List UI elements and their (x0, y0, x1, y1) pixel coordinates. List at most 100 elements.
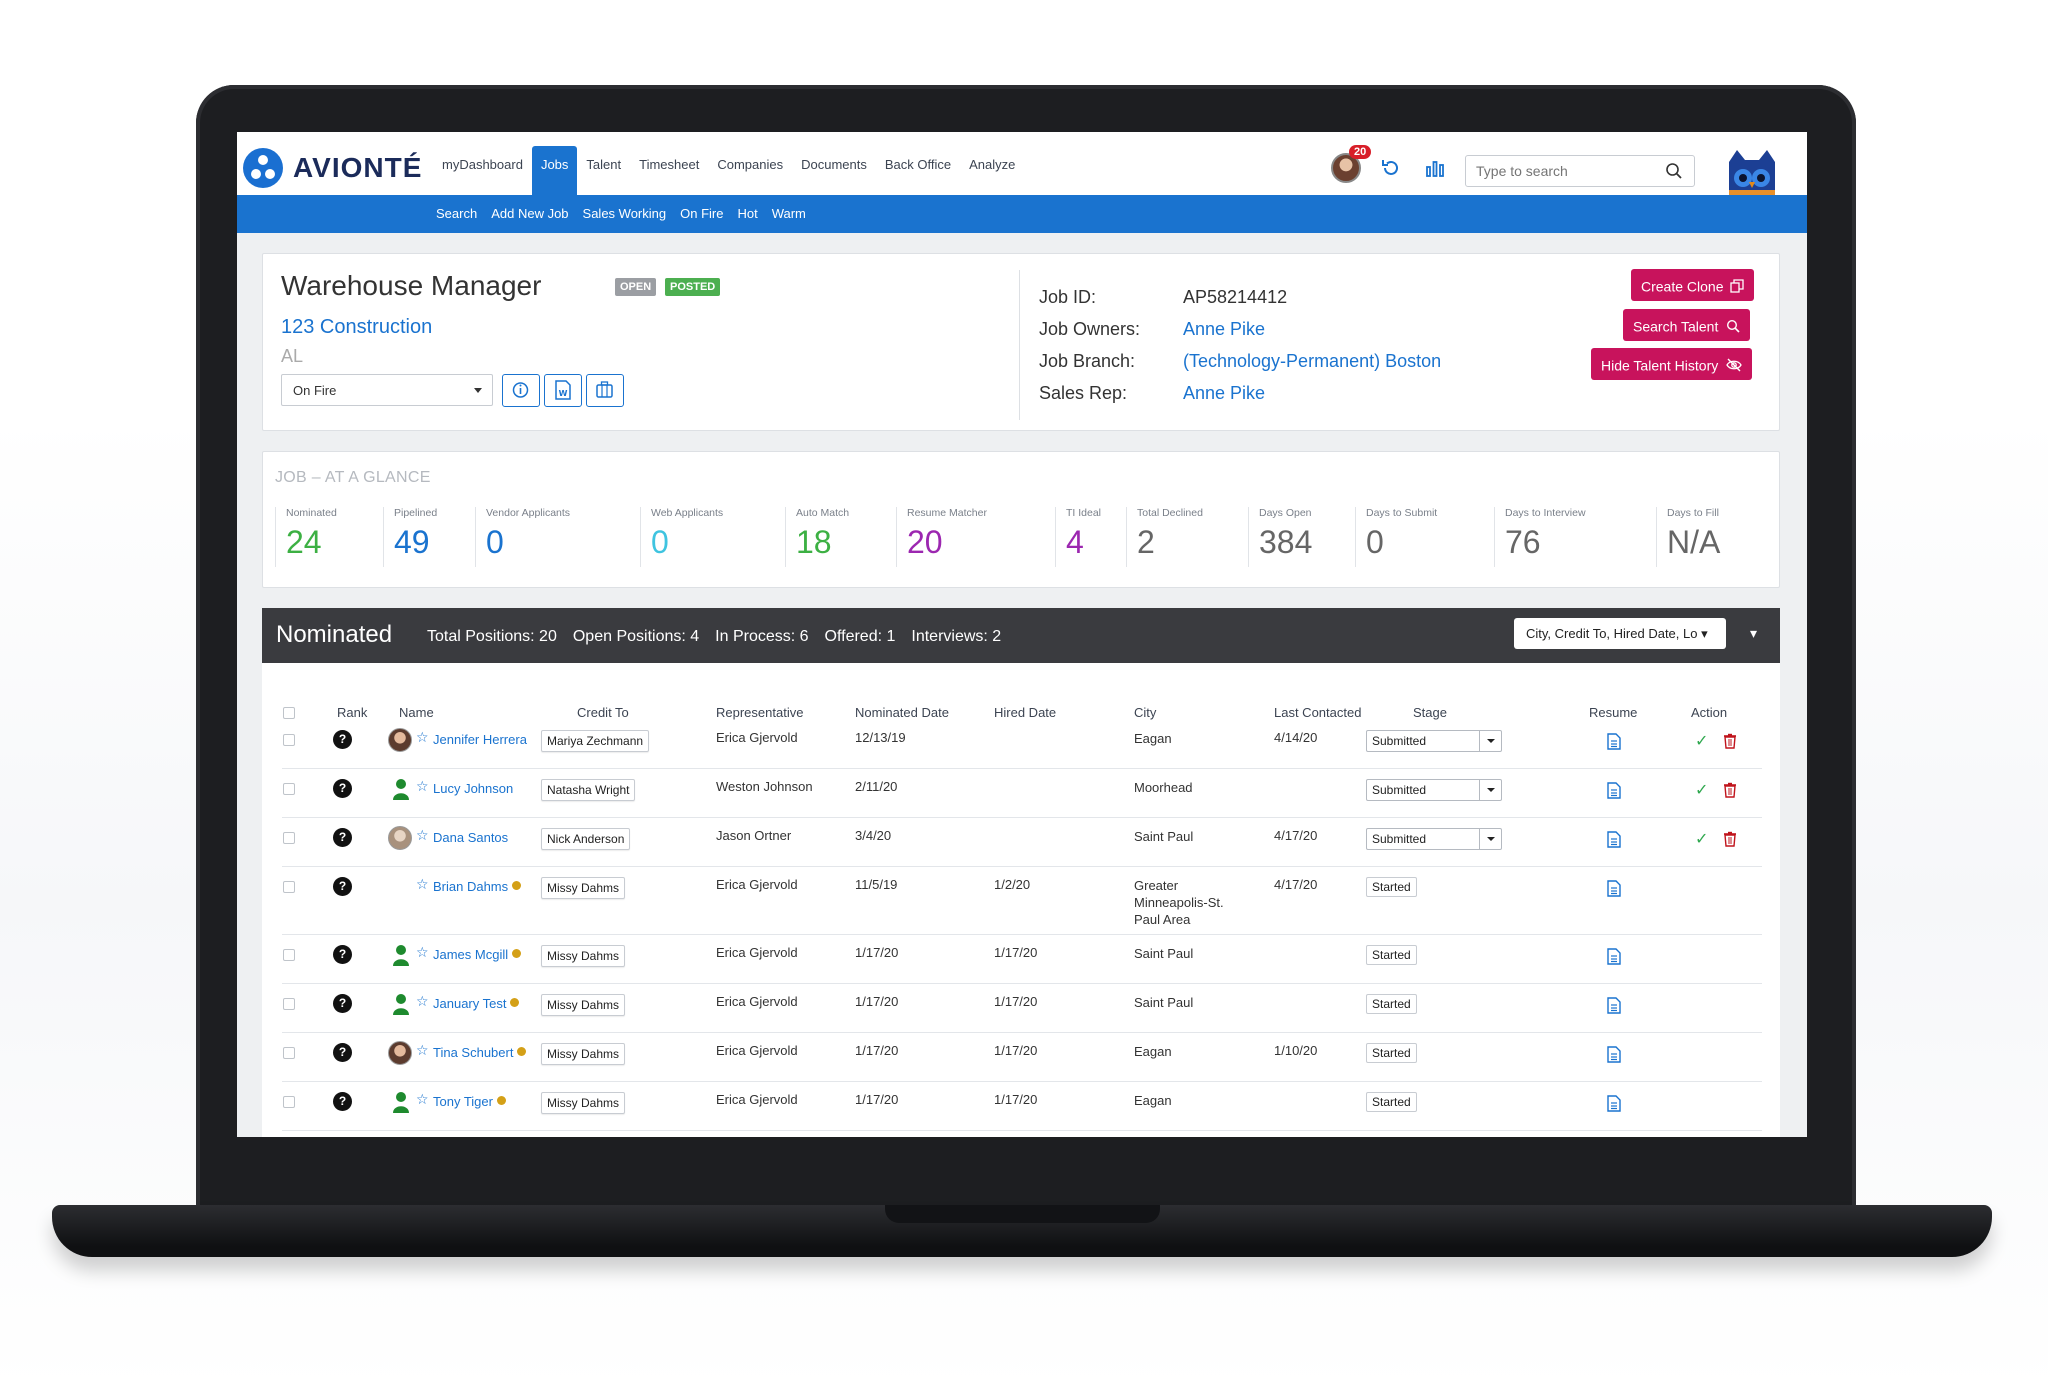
column-header-city[interactable]: City (1134, 705, 1157, 720)
stat-auto-match: Auto Match 18 (785, 507, 849, 567)
row-checkbox[interactable] (283, 734, 295, 746)
resume-document-icon[interactable] (1607, 831, 1621, 848)
candidate-name-link[interactable]: Dana Santos (433, 830, 508, 845)
candidate-name-link[interactable]: Tony Tiger (433, 1094, 506, 1109)
rank-unknown-icon[interactable]: ? (333, 994, 352, 1013)
candidate-name-link[interactable]: Lucy Johnson (433, 781, 513, 796)
rank-unknown-icon[interactable]: ? (333, 730, 352, 749)
nav-item-back-office[interactable]: Back Office (884, 157, 952, 172)
job-owners-link[interactable]: Anne Pike (1183, 319, 1266, 339)
stat-value: 24 (286, 524, 322, 560)
candidate-name-link[interactable]: Brian Dahms (433, 879, 522, 894)
rank-unknown-icon[interactable]: ? (333, 1043, 352, 1062)
resume-document-icon[interactable] (1607, 880, 1621, 897)
nav-item-documents[interactable]: Documents (801, 157, 867, 172)
resume-document-icon[interactable] (1607, 782, 1621, 799)
favorite-star-icon[interactable]: ☆ (416, 1091, 429, 1107)
nav-item-mydashboard[interactable]: myDashboard (442, 157, 523, 172)
rank-unknown-icon[interactable]: ? (333, 828, 352, 847)
favorite-star-icon[interactable]: ☆ (416, 729, 429, 745)
search-icon[interactable] (1665, 162, 1683, 180)
row-checkbox[interactable] (283, 1047, 295, 1059)
owl-mascot-icon[interactable] (1723, 148, 1781, 195)
job-status-select[interactable]: On Fire (281, 374, 493, 406)
resume-document-icon[interactable] (1607, 948, 1621, 965)
subnav-item-warm[interactable]: Warm (771, 206, 806, 221)
subnav-item-on-fire[interactable]: On Fire (680, 206, 724, 221)
logo[interactable]: AVIONTÉ (243, 148, 422, 188)
nav-item-jobs[interactable]: Jobs (531, 146, 578, 195)
approve-check-icon[interactable]: ✓ (1695, 782, 1709, 799)
subnav-item-sales-working[interactable]: Sales Working (582, 206, 667, 221)
column-header-rank[interactable]: Rank (337, 705, 368, 720)
row-checkbox[interactable] (283, 783, 295, 795)
refresh-icon[interactable] (1379, 156, 1403, 180)
approve-check-icon[interactable]: ✓ (1695, 831, 1709, 848)
subnav-item-add-new-job[interactable]: Add New Job (491, 206, 569, 221)
favorite-star-icon[interactable]: ☆ (416, 827, 429, 843)
trash-icon[interactable] (1723, 782, 1737, 798)
approve-check-icon[interactable]: ✓ (1695, 733, 1709, 750)
sub-nav: Search Add New Job Sales Working On Fire Hot… (237, 195, 1807, 233)
briefcase-button[interactable] (586, 374, 624, 407)
column-header-resume[interactable]: Resume (1589, 705, 1638, 720)
resume-document-icon[interactable] (1607, 997, 1621, 1014)
nominated-date: 1/17/20 (855, 1092, 899, 1107)
stage-label: Started (1366, 1043, 1417, 1063)
analytics-icon[interactable] (1423, 156, 1447, 180)
column-header-last-contacted[interactable]: Last Contacted (1274, 705, 1362, 720)
favorite-star-icon[interactable]: ☆ (416, 778, 429, 794)
column-header-credit-to[interactable]: Credit To (577, 705, 629, 720)
nav-item-analyze[interactable]: Analyze (969, 157, 1016, 172)
candidate-name-link[interactable]: January Test (433, 996, 520, 1011)
candidate-name-link[interactable]: Jennifer Herrera (433, 732, 527, 747)
stage-select[interactable]: Submitted (1366, 730, 1502, 752)
resume-document-icon[interactable] (1607, 733, 1621, 750)
row-checkbox[interactable] (283, 1096, 295, 1108)
rank-unknown-icon[interactable]: ? (333, 1092, 352, 1111)
stage-select[interactable]: Submitted (1366, 828, 1502, 850)
resume-document-icon[interactable] (1607, 1046, 1621, 1063)
columns-dropdown[interactable]: City, Credit To, Hired Date, Lo ▾ (1514, 618, 1726, 649)
stage-select[interactable]: Submitted (1366, 779, 1502, 801)
row-checkbox[interactable] (283, 998, 295, 1010)
row-checkbox[interactable] (283, 881, 295, 893)
row-checkbox[interactable] (283, 832, 295, 844)
trash-icon[interactable] (1723, 831, 1737, 847)
select-all-checkbox[interactable] (283, 707, 295, 719)
favorite-star-icon[interactable]: ☆ (416, 876, 429, 892)
nav-item-companies[interactable]: Companies (717, 157, 784, 172)
job-branch-link[interactable]: (Technology-Permanent) Boston (1183, 351, 1442, 371)
column-header-stage[interactable]: Stage (1413, 705, 1447, 720)
rank-unknown-icon[interactable]: ? (333, 779, 352, 798)
candidate-name-link[interactable]: Tina Schubert (433, 1045, 527, 1060)
info-button[interactable] (502, 374, 540, 407)
search-talent-button[interactable]: Search Talent (1623, 309, 1751, 341)
favorite-star-icon[interactable]: ☆ (416, 944, 429, 960)
column-header-nominated-date[interactable]: Nominated Date (855, 705, 949, 720)
column-header-representative[interactable]: Representative (716, 705, 804, 720)
subnav-item-search[interactable]: Search (436, 206, 478, 221)
search-input[interactable] (1465, 155, 1695, 187)
trash-icon[interactable] (1723, 733, 1737, 749)
column-header-action[interactable]: Action (1691, 705, 1728, 720)
rank-unknown-icon[interactable]: ? (333, 877, 352, 896)
hide-talent-history-button[interactable]: Hide Talent History (1591, 348, 1753, 380)
sales-rep-link[interactable]: Anne Pike (1183, 383, 1266, 403)
user-avatar[interactable] (1331, 153, 1361, 183)
resume-document-icon[interactable] (1607, 1095, 1621, 1112)
collapse-chevron-icon[interactable]: ▾ (1750, 625, 1758, 641)
candidate-name-link[interactable]: James Mcgill (433, 947, 522, 962)
create-clone-button[interactable]: Create Clone (1631, 269, 1755, 301)
nav-item-talent[interactable]: Talent (586, 157, 622, 172)
favorite-star-icon[interactable]: ☆ (416, 1042, 429, 1058)
nav-item-timesheet[interactable]: Timesheet (639, 157, 700, 172)
column-header-hired-date[interactable]: Hired Date (994, 705, 1057, 720)
row-checkbox[interactable] (283, 949, 295, 961)
word-doc-button[interactable]: W (544, 374, 582, 407)
favorite-star-icon[interactable]: ☆ (416, 993, 429, 1009)
rank-unknown-icon[interactable]: ? (333, 945, 352, 964)
company-link[interactable]: 123 Construction (281, 316, 433, 338)
column-header-name[interactable]: Name (399, 705, 434, 720)
subnav-item-hot[interactable]: Hot (737, 206, 758, 221)
